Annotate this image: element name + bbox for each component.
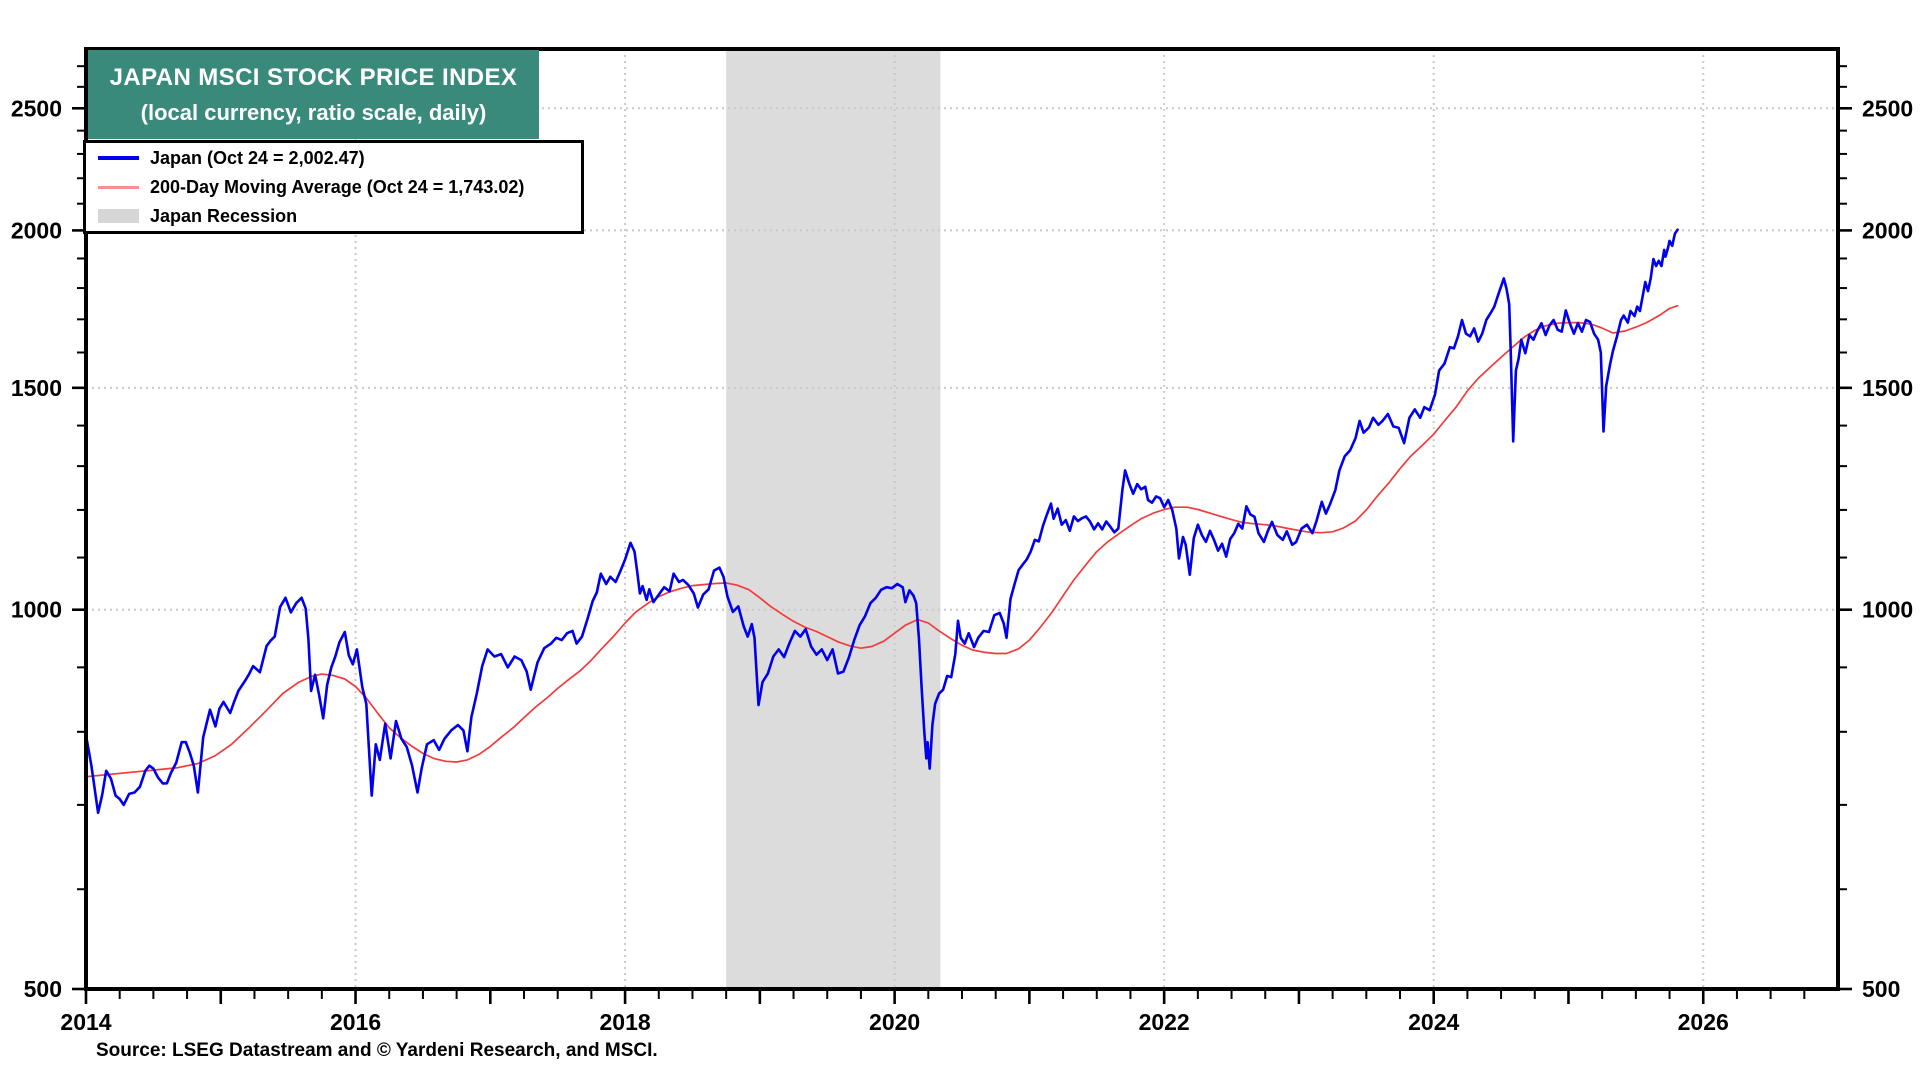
x-axis-label-2024: 2024 (1408, 1009, 1459, 1035)
x-axis-label-2016: 2016 (330, 1009, 381, 1035)
y-axis-label-left-1500: 1500 (11, 375, 62, 401)
source-attribution: Source: LSEG Datastream and © Yardeni Re… (96, 1040, 658, 1061)
x-axis-label-2022: 2022 (1139, 1009, 1190, 1035)
y-axis-label-left-1000: 1000 (11, 597, 62, 623)
legend-label-japan: Japan (Oct 24 = 2,002.47) (150, 147, 365, 168)
moving-average-line-swatch-icon (98, 185, 139, 189)
x-axis-label-2018: 2018 (599, 1009, 650, 1035)
japan-line (84, 228, 1679, 815)
y-axis-label-right-2000: 2000 (1862, 217, 1913, 243)
y-axis-label-left-2000: 2000 (11, 217, 62, 243)
y-axis-label-right-1000: 1000 (1862, 597, 1913, 623)
recession-band (726, 49, 941, 989)
chart-title: JAPAN MSCI STOCK PRICE INDEX (109, 63, 518, 91)
legend-item-recession: Japan Recession (98, 203, 581, 229)
moving-average-line (85, 304, 1679, 778)
y-axis-label-right-1500: 1500 (1862, 375, 1913, 401)
x-axis-label-2020: 2020 (869, 1009, 920, 1035)
legend-item-japan: Japan (Oct 24 = 2,002.47) (98, 145, 581, 171)
legend: Japan (Oct 24 = 2,002.47) 200-Day Moving… (83, 140, 584, 234)
y-axis-label-right-2500: 2500 (1862, 95, 1913, 121)
plot-frame (84, 47, 1840, 991)
y-axis-label-left-500: 500 (24, 976, 62, 1002)
legend-label-recession: Japan Recession (150, 205, 298, 226)
y-axis-label-right-500: 500 (1862, 976, 1900, 1002)
chart-subtitle: (local currency, ratio scale, daily) (140, 99, 487, 125)
y-axis-label-left-2500: 2500 (11, 95, 62, 121)
x-axis-label-2026: 2026 (1678, 1009, 1729, 1035)
japan-line-swatch-icon (98, 156, 139, 160)
recession-band-swatch-icon (98, 209, 139, 223)
chart-title-band: JAPAN MSCI STOCK PRICE INDEX (local curr… (88, 50, 539, 139)
legend-label-moving-average: 200-Day Moving Average (Oct 24 = 1,743.0… (150, 176, 525, 197)
legend-item-moving-average: 200-Day Moving Average (Oct 24 = 1,743.0… (98, 174, 581, 200)
x-axis-label-2014: 2014 (60, 1009, 111, 1035)
